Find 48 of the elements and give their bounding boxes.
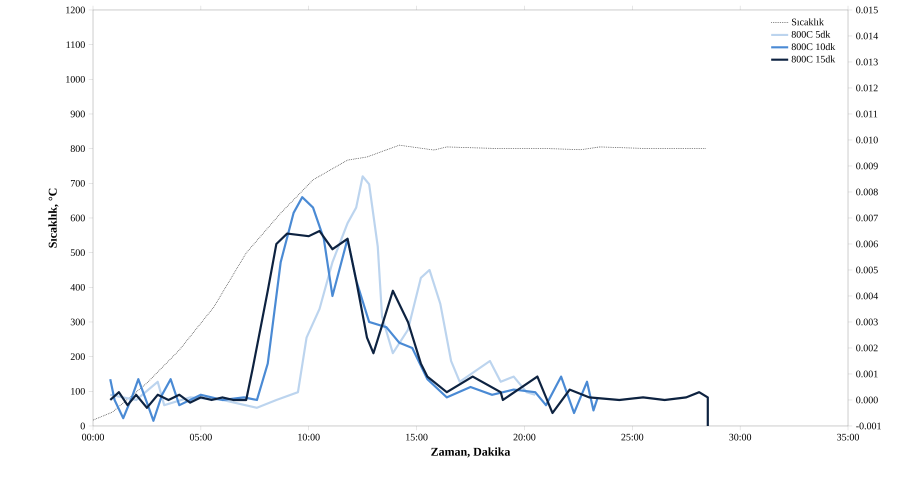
y2-tick-label: 0.001 xyxy=(856,370,878,378)
y2-tick-label: 0.005 xyxy=(856,266,878,274)
y-axis-title: Sıcaklık, °C xyxy=(48,188,58,248)
x-tick-label: 25:00 xyxy=(621,434,644,441)
y-tick-label: 400 xyxy=(70,284,85,291)
y-tick-label: 1100 xyxy=(66,41,85,48)
y-tick-label: 1000 xyxy=(66,76,85,83)
y-tick-label: 200 xyxy=(70,353,85,360)
y2-tick-label: 0.004 xyxy=(856,292,878,300)
line-series xyxy=(93,144,706,420)
y-tick-label: 600 xyxy=(70,214,85,222)
y-tick-label: 500 xyxy=(70,249,85,256)
y2-tick-label: 0.015 xyxy=(856,6,878,14)
legend-label: 800C 15dk xyxy=(792,55,836,63)
y-tick-label: 900 xyxy=(70,110,85,118)
y2-tick-label: 0.002 xyxy=(856,344,878,352)
line-series xyxy=(109,196,599,422)
x-axis-title: Zaman, Dakika xyxy=(431,447,510,458)
x-tick-label: 30:00 xyxy=(729,434,752,441)
y2-tick-label: 0.008 xyxy=(856,188,878,196)
y-tick-label: 100 xyxy=(71,388,85,395)
x-tick-label: 35:00 xyxy=(837,434,859,441)
line-series xyxy=(109,175,536,409)
y2-tick-label: 0.000 xyxy=(856,396,878,404)
y-tick-label: 800 xyxy=(70,145,85,152)
legend-label: 800C 10dk xyxy=(792,43,836,50)
y2-tick-label: 0.009 xyxy=(856,162,878,170)
legend-label: Sıcaklık xyxy=(792,18,824,26)
y2-tick-label: 0.014 xyxy=(856,32,878,40)
legend-label: 800C 5dk xyxy=(792,30,830,38)
line-series xyxy=(109,230,709,426)
x-tick-label: 05:00 xyxy=(190,434,212,441)
x-tick-label: 20:00 xyxy=(514,434,536,441)
y-tick-label: 1200 xyxy=(66,6,85,14)
y2-tick-label: 0.003 xyxy=(856,318,878,326)
y2-tick-label: 0.012 xyxy=(856,84,878,92)
x-tick-label: 15:00 xyxy=(406,434,428,441)
y2-tick-label: 0.007 xyxy=(856,214,878,222)
y-tick-label: 0 xyxy=(80,422,85,430)
x-tick-label: 00:00 xyxy=(82,434,104,441)
y-tick-label: 300 xyxy=(70,318,85,326)
y2-tick-label: 0.006 xyxy=(856,240,878,248)
y2-tick-label: 0.013 xyxy=(856,58,878,66)
y2-tick-label: -0.001 xyxy=(856,422,881,430)
y-tick-label: 700 xyxy=(70,180,85,187)
y2-tick-label: 0.011 xyxy=(856,110,878,118)
x-tick-label: 10:00 xyxy=(298,434,320,441)
y2-tick-label: 0.010 xyxy=(856,136,878,144)
